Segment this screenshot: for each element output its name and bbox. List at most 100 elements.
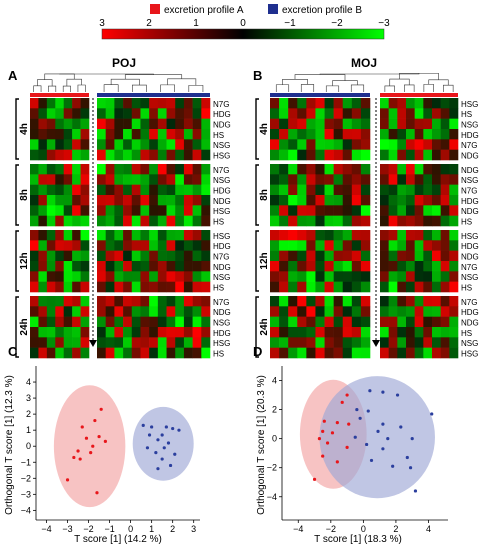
scatter-point [369, 458, 374, 463]
heatmap-cell [414, 271, 424, 282]
heatmap-cell [140, 306, 150, 317]
heatmap-cell [270, 327, 280, 338]
heatmap-cell [72, 118, 81, 130]
heatmap-cell [423, 205, 433, 216]
heatmap-cell [449, 316, 459, 328]
dendrogram-branch [62, 85, 71, 92]
heatmap-cell [183, 281, 193, 293]
heatmap-cell [297, 205, 307, 216]
heatmap-cell [97, 98, 106, 109]
heatmap-cell [80, 118, 90, 130]
heatmap-cell [140, 205, 150, 216]
scatter-point [177, 428, 181, 432]
scatter-d: T score [1] (18.3 %) Orthogonal T score … [256, 366, 448, 545]
heatmap-cell [201, 195, 211, 206]
scatter-point [162, 446, 166, 450]
heatmap-cell [38, 347, 48, 359]
heatmap-cell [157, 306, 167, 317]
heatmap-cell [351, 98, 362, 109]
dendrogram-branch [103, 84, 119, 92]
heatmap-cell [351, 174, 362, 185]
heatmap-cell [192, 316, 202, 328]
heatmap-cell [201, 281, 211, 293]
heatmap-cell [324, 108, 334, 119]
heatmap-row-label: NDG [213, 197, 231, 206]
heatmap-cell [201, 215, 211, 227]
heatmap-cell [46, 164, 56, 175]
heatmap-cell [380, 139, 389, 150]
heatmap-cell [324, 296, 334, 307]
heatmap-cell [397, 149, 407, 161]
time-bracket [15, 164, 19, 226]
scatter-point [405, 455, 409, 460]
heatmap-cell [414, 281, 424, 293]
heatmap-cell [183, 108, 193, 119]
heatmap-cell [131, 316, 141, 328]
heatmap-cell [351, 139, 362, 150]
scatter-point [381, 390, 385, 394]
heatmap-cell [342, 240, 353, 251]
heatmap-cell [38, 271, 48, 282]
heatmap-cell [406, 195, 415, 206]
heatmap-cell [30, 240, 39, 251]
colorbar-tick-label: −1 [284, 18, 296, 29]
scatter-point [381, 422, 385, 426]
heatmap-cell [423, 296, 433, 307]
heatmap-cell [157, 174, 167, 185]
heatmap-cell [201, 240, 211, 251]
heatmap-cell [105, 230, 115, 241]
heatmap-cell [297, 149, 307, 161]
heatmap-cell [97, 327, 106, 338]
arrow-a-to-c [89, 98, 97, 347]
heatmap-cell [306, 149, 316, 161]
heatmap-cell [342, 139, 353, 150]
heatmap-cell [166, 327, 176, 338]
heatmap-cell [380, 306, 389, 317]
heatmap-cell [449, 164, 459, 175]
heatmap-cell [315, 281, 325, 293]
heatmap-cell [38, 240, 48, 251]
heatmap-cell [157, 337, 167, 348]
heatmap-cell [80, 250, 90, 262]
colorbar-tick-label: 1 [193, 18, 199, 29]
heatmap-cell [380, 316, 389, 328]
heatmap-cell [388, 139, 398, 150]
heatmap-cell [131, 271, 141, 282]
heatmap-cell [183, 149, 193, 161]
heatmap-cell [406, 205, 415, 216]
confidence-ellipse [132, 406, 194, 481]
heatmap-cell [166, 337, 176, 348]
heatmap-cell [38, 98, 48, 109]
heatmap-cell [46, 296, 56, 307]
heatmap-b: HSGHSNSGHDGN7GNDG4hNDGNSGN7GHDGNDGHS8hHS… [255, 72, 479, 359]
heatmap-cell [449, 184, 459, 196]
heatmap-cell [63, 327, 73, 338]
heatmap-cell [423, 316, 433, 328]
heatmap-cell [449, 129, 459, 140]
heatmap-cell [423, 98, 433, 109]
heatmap-cell [149, 347, 159, 359]
heatmap-cell [114, 139, 124, 150]
heatmap-row-label: HS [213, 350, 224, 359]
heatmap-cell [38, 215, 48, 227]
heatmap-cell [201, 108, 211, 119]
x-tick-label: 0 [128, 524, 133, 534]
dendrogram-branch [319, 73, 420, 75]
heatmap-cell [105, 240, 115, 251]
heatmap-cell [30, 261, 39, 272]
heatmap-cell [192, 215, 202, 227]
heatmap-cell [157, 296, 167, 307]
heatmap-cell [201, 327, 211, 338]
heatmap-cell [306, 296, 316, 307]
heatmap-cell [46, 281, 56, 293]
heatmap-cell [406, 316, 415, 328]
heatmap-row-label: N7G [213, 166, 229, 175]
scatter-point [72, 455, 76, 460]
heatmap-cell [270, 129, 280, 140]
heatmap-cell [131, 139, 141, 150]
heatmap-cell [149, 174, 159, 185]
heatmap-row-label: HSG [213, 339, 230, 348]
heatmap-cell [297, 281, 307, 293]
heatmap-cell [360, 98, 371, 109]
